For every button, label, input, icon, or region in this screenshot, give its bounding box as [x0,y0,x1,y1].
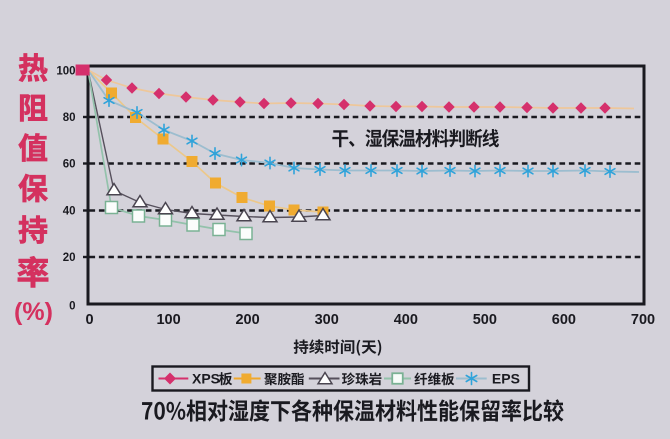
svg-text:500: 500 [473,312,497,328]
svg-text:0: 0 [69,301,75,313]
svg-text:600: 600 [552,312,576,328]
svg-text:60: 60 [63,159,76,171]
svg-text:100: 100 [156,312,180,328]
svg-text:100: 100 [56,66,75,78]
svg-text:700: 700 [631,312,655,328]
svg-text:XPS: XPS [192,371,220,387]
svg-text:(%): (%) [14,298,53,326]
svg-text:80: 80 [63,112,76,124]
svg-text:200: 200 [235,312,259,328]
svg-text:400: 400 [394,312,418,328]
svg-text:300: 300 [315,312,339,328]
svg-text:20: 20 [63,252,76,264]
svg-text:40: 40 [63,206,76,218]
svg-text:EPS: EPS [492,371,520,387]
svg-text:0: 0 [85,312,93,328]
